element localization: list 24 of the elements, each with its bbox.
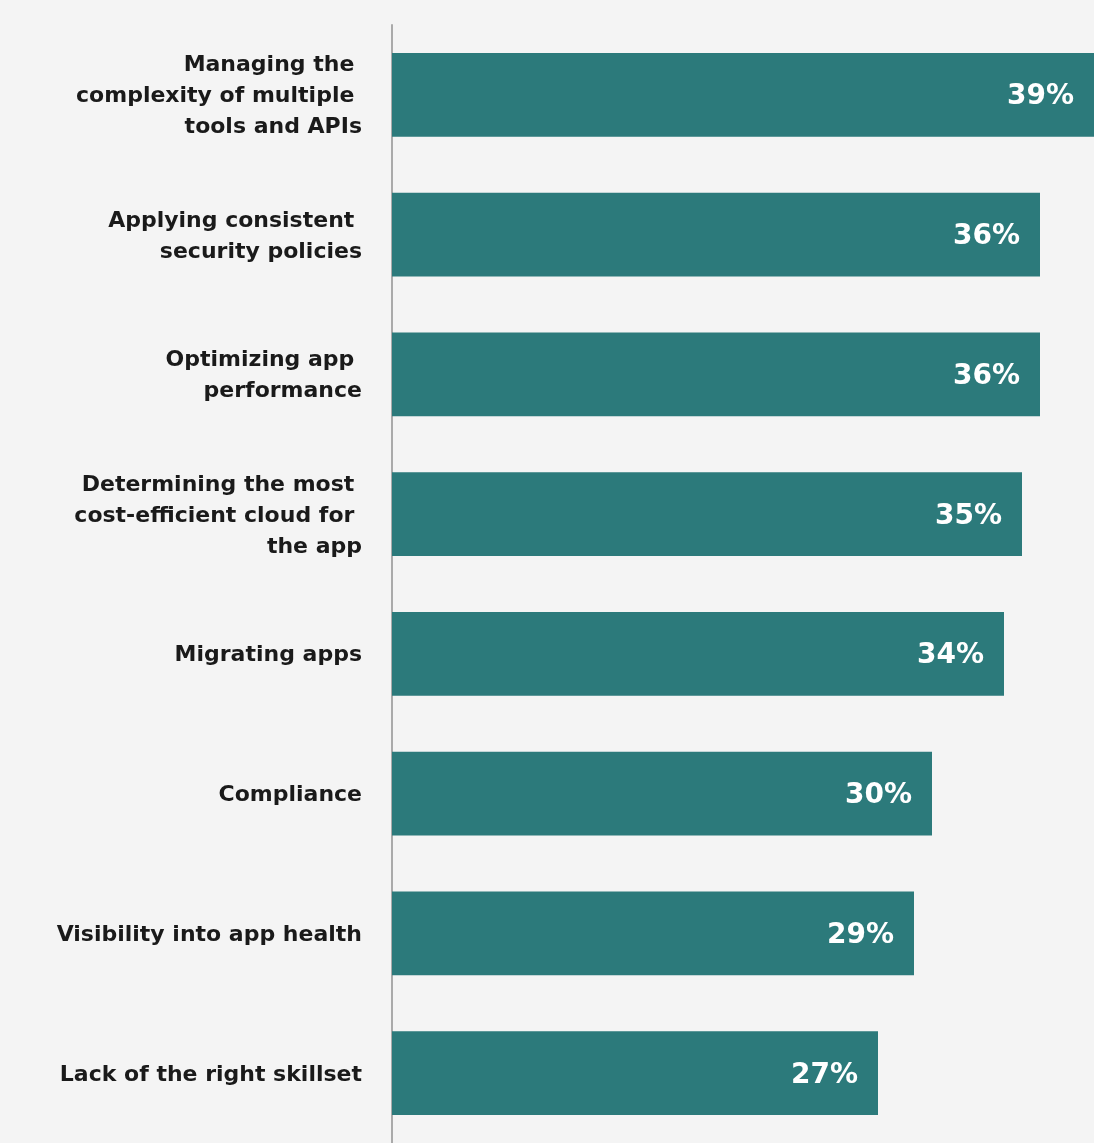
y-tick-label: Migrating apps bbox=[174, 641, 362, 667]
bar bbox=[392, 472, 1022, 557]
bar bbox=[392, 891, 914, 976]
data-label: 35% bbox=[934, 497, 1002, 531]
bar bbox=[392, 751, 932, 836]
bar bbox=[392, 1031, 878, 1116]
data-label: 39% bbox=[1006, 78, 1074, 112]
data-label: 36% bbox=[952, 218, 1020, 252]
data-label: 27% bbox=[790, 1056, 858, 1090]
data-label: 34% bbox=[916, 637, 984, 671]
y-tick-label: Applying consistent security policies bbox=[108, 206, 362, 263]
y-tick-label: Determining the most cost-efficient cloud for the app bbox=[74, 470, 362, 558]
y-tick-label: Compliance bbox=[218, 781, 362, 807]
data-label: 36% bbox=[952, 357, 1020, 391]
bar bbox=[392, 52, 1094, 137]
bar bbox=[392, 332, 1040, 417]
data-label: 29% bbox=[826, 916, 894, 950]
y-tick-label: Optimizing app performance bbox=[165, 346, 362, 403]
y-tick-label: Lack of the right skillset bbox=[59, 1060, 363, 1086]
y-tick-label: Visibility into app health bbox=[56, 920, 362, 946]
bar bbox=[392, 192, 1040, 277]
data-label: 30% bbox=[844, 777, 912, 811]
y-tick-label: Managing the complexity of multiple tools and APIs bbox=[76, 51, 362, 139]
bar bbox=[392, 611, 1004, 696]
